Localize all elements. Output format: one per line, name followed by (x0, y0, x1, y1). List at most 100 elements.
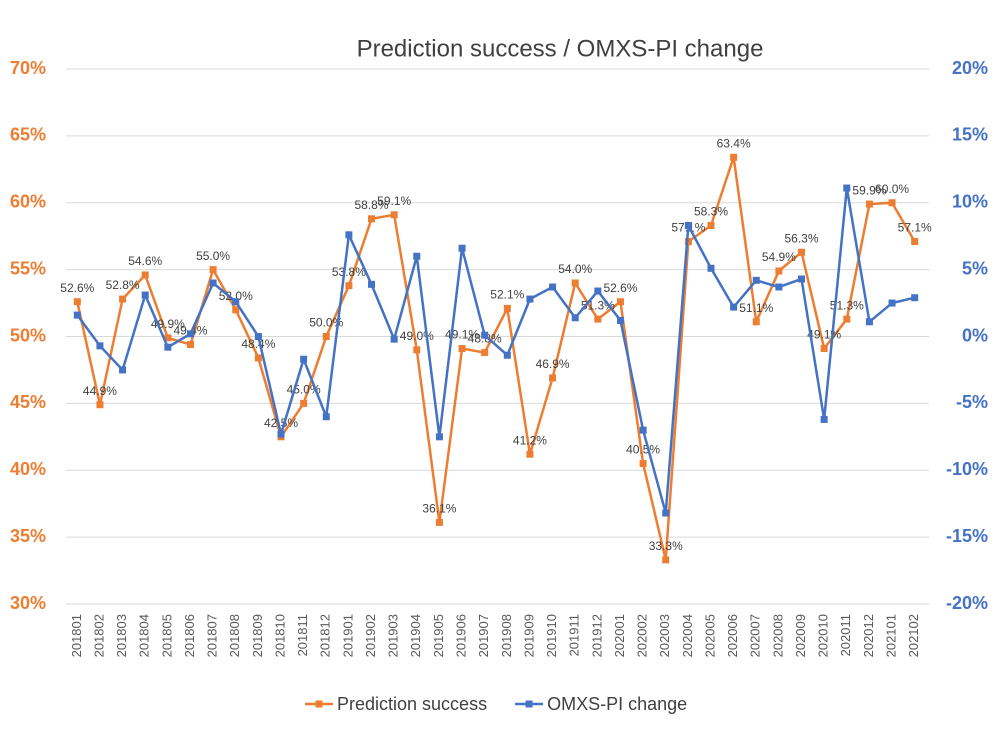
data-label: 49.0% (400, 329, 434, 343)
x-tick-label: 201908 (499, 614, 514, 657)
marker (119, 295, 127, 303)
marker (911, 238, 919, 246)
marker (458, 345, 466, 353)
x-tick-label: 202007 (748, 614, 763, 657)
data-label: 54.0% (558, 262, 592, 276)
marker (481, 331, 489, 339)
x-tick-label: 201905 (431, 614, 446, 657)
marker (390, 211, 398, 219)
marker (662, 556, 670, 564)
legend: Prediction success OMXS-PI change (305, 694, 687, 714)
marker (141, 271, 149, 279)
x-tick-label: 202002 (635, 614, 650, 657)
x-tick-label: 202012 (861, 614, 876, 657)
x-tick-label: 202001 (612, 614, 627, 657)
data-label: 52.1% (490, 288, 524, 302)
series-line (76, 156, 916, 561)
data-label: 60.0% (875, 182, 909, 196)
data-label: 44.9% (83, 384, 117, 398)
data-label: 55.0% (196, 249, 230, 263)
y2-tick-label: -15% (946, 526, 988, 546)
data-label: 51.1% (739, 301, 773, 315)
x-tick-label: 201808 (227, 614, 242, 657)
chart-title: Prediction success / OMXS-PI change (357, 35, 764, 62)
legend-marker (315, 700, 323, 708)
marker (798, 275, 806, 283)
data-label: 59.9% (852, 183, 886, 197)
marker (435, 433, 443, 441)
x-tick-label: 201803 (114, 614, 129, 657)
marker (730, 303, 738, 311)
x-tick-label: 201911 (567, 614, 582, 656)
x-tick-label: 201804 (137, 614, 152, 657)
marker (865, 200, 873, 208)
marker (435, 518, 443, 526)
marker (209, 279, 217, 287)
x-tick-label: 201910 (544, 614, 559, 657)
marker (345, 231, 353, 239)
marker (232, 298, 240, 306)
marker (707, 221, 715, 229)
marker (73, 311, 81, 319)
x-tick-label: 202005 (702, 614, 717, 657)
marker (616, 298, 624, 306)
marker (775, 283, 783, 291)
x-tick-label: 201806 (182, 614, 197, 657)
marker (888, 299, 896, 307)
data-label: 54.6% (128, 254, 162, 268)
marker (322, 413, 330, 421)
marker (571, 279, 579, 287)
data-label: 63.4% (717, 136, 751, 150)
marker (413, 346, 421, 354)
marker (888, 199, 896, 207)
y-tick-label: 55% (10, 258, 46, 278)
data-label: 57.1% (898, 221, 932, 235)
y-tick-label: 35% (10, 526, 46, 546)
x-tick-label: 201801 (69, 614, 84, 657)
x-tick-label: 201907 (476, 614, 491, 657)
y-tick-label: 45% (10, 392, 46, 412)
x-tick-label: 201901 (340, 614, 355, 657)
data-label: 56.3% (785, 231, 819, 245)
marker (164, 343, 172, 351)
marker (865, 318, 873, 326)
x-tick-label: 202008 (770, 614, 785, 657)
data-label: 52.8% (106, 278, 140, 292)
marker (232, 306, 240, 314)
data-label: 58.3% (694, 205, 728, 219)
x-tick-label: 201812 (318, 614, 333, 657)
data-label: 52.6% (603, 281, 637, 295)
data-label: 40.5% (626, 443, 660, 457)
marker (254, 333, 262, 340)
marker (798, 248, 806, 256)
marker (526, 295, 534, 303)
data-label: 53.8% (332, 265, 366, 279)
data-label: 58.8% (355, 198, 389, 212)
data-label: 54.9% (762, 250, 796, 264)
marker (141, 291, 149, 299)
marker (775, 267, 783, 275)
marker (277, 430, 285, 438)
marker (209, 266, 217, 274)
data-label: 46.9% (536, 357, 570, 371)
x-tick-label: 201802 (91, 614, 106, 657)
marker (503, 351, 511, 359)
x-tick-label: 201809 (250, 614, 265, 657)
y-tick-label: 70% (10, 58, 46, 78)
x-tick-label: 202102 (906, 614, 921, 657)
y-tick-label: 50% (10, 325, 46, 345)
x-tick-label: 202006 (725, 614, 740, 657)
marker (254, 354, 262, 362)
x-tick-label: 201811 (295, 614, 310, 656)
x-tick-label: 202011 (838, 614, 853, 656)
marker (662, 509, 670, 517)
marker (639, 460, 647, 468)
y2-tick-label: 5% (962, 258, 988, 278)
data-label: 51.3% (830, 298, 864, 312)
marker (684, 238, 692, 246)
marker (186, 330, 194, 338)
data-label: 48.4% (241, 337, 275, 351)
marker (345, 282, 353, 290)
marker (300, 355, 308, 363)
